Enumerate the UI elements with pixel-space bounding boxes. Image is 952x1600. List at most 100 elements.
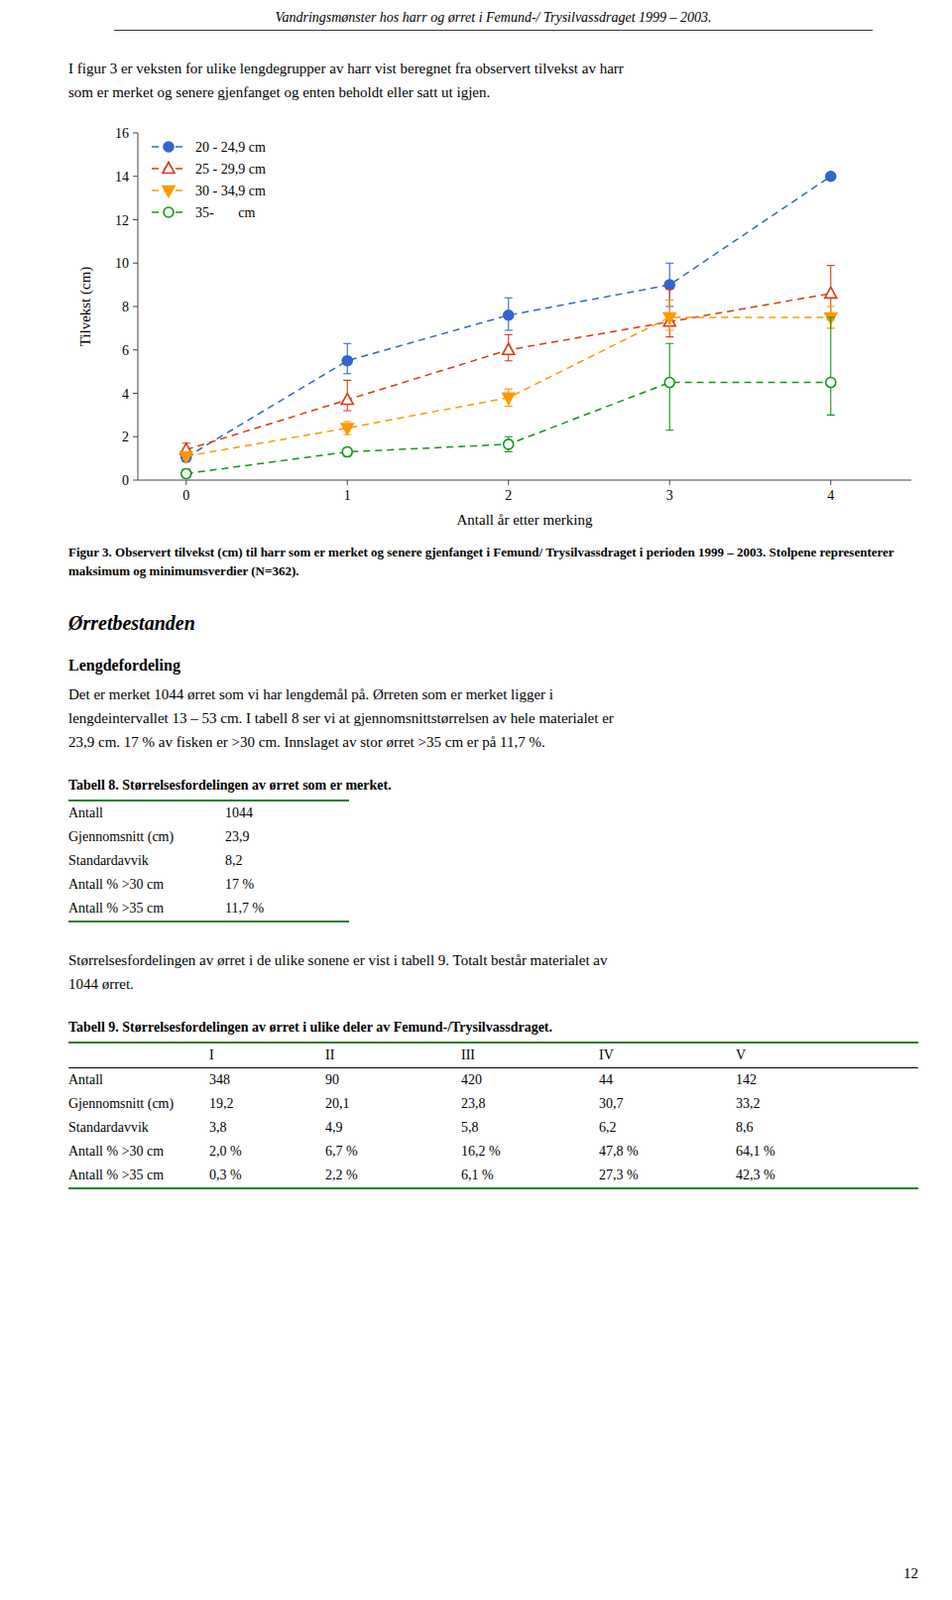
table-cell: 47,8 % [598, 1139, 736, 1164]
y-tick [132, 349, 138, 351]
table-cell: 5,8 [461, 1115, 599, 1140]
series [180, 264, 837, 457]
text-line: 1044 ørret. [68, 971, 919, 996]
table-row: Antall % >35 cm0,3 %2,2 %6,1 %27,3 %42,3… [68, 1163, 919, 1189]
table-cell: 6,2 [598, 1115, 736, 1140]
table-cell: 3,8 [209, 1115, 326, 1140]
table-cell: 4,9 [325, 1115, 462, 1140]
page-number: 12 [903, 1564, 919, 1582]
x-tick [185, 479, 187, 485]
table-cell: 11,7 % [225, 896, 350, 922]
error-bar [182, 469, 191, 478]
table-row-label: Gjennomsnitt (cm) [68, 1091, 210, 1116]
table-cell: 348 [209, 1068, 326, 1093]
intro-text: I figur 3 er veksten for ulike lengdegru… [68, 56, 919, 105]
table-row: Antall % >30 cm2,0 %6,7 %16,2 %47,8 %64,… [68, 1139, 919, 1164]
table-row: Antall % >30 cm17 % [68, 872, 350, 897]
table-cell: 8,2 [225, 848, 350, 873]
text-line: I figur 3 er veksten for ulike lengdegru… [68, 56, 919, 81]
table-header-row: IIIIIIIVV [68, 1042, 919, 1069]
data-point [342, 356, 353, 366]
page: Vandringsmønster hos harr og ørret i Fem… [68, 0, 919, 1600]
series [181, 171, 836, 463]
table-row-label: Standardavvik [68, 1115, 210, 1140]
table-row: Antall1044 [68, 800, 350, 826]
y-tick-label: 6 [121, 343, 129, 358]
y-tick-label: 12 [115, 213, 129, 229]
data-point [664, 377, 675, 388]
data-point [180, 451, 193, 463]
error-bar [343, 343, 352, 374]
x-tick-label: 1 [344, 487, 352, 503]
plot-area [180, 171, 837, 479]
table-header-cell: I [209, 1042, 326, 1069]
error-bar [504, 436, 513, 452]
x-tick-label: 2 [504, 487, 512, 503]
table: Antall1044Gjennomsnitt (cm)23,9Standarda… [68, 799, 350, 923]
series-line [186, 317, 832, 457]
table-header-cell: IV [598, 1042, 736, 1069]
x-axis-line [137, 479, 912, 481]
table-row-label: Antall [68, 800, 226, 826]
error-bar [504, 297, 513, 331]
x-axis-label: Antall år etter merking [456, 511, 594, 528]
table-row-label: Antall % >35 cm [68, 896, 226, 922]
body-text: Størrelsesfordelingen av ørret i de ulik… [68, 948, 919, 996]
error-bar [665, 343, 674, 431]
table-cell: 64,1 % [735, 1139, 919, 1164]
y-tick-label: 14 [115, 169, 129, 185]
table-row: Standardavvik3,84,95,86,28,6 [68, 1115, 919, 1140]
table-row-label: Antall % >35 cm [68, 1163, 210, 1189]
legend-label: 35- cm [195, 205, 255, 221]
table-row-label: Standardavvik [68, 848, 226, 873]
error-bar [827, 317, 835, 415]
y-tick-label: 0 [121, 473, 129, 488]
table-header-cell: V [735, 1042, 919, 1069]
data-point [503, 310, 514, 321]
table-cell: 142 [735, 1068, 919, 1093]
data-point [181, 468, 192, 478]
y-tick [132, 479, 138, 481]
table-row-label: Antall [68, 1068, 210, 1093]
table-row-label: Gjennomsnitt (cm) [68, 825, 226, 849]
text-line: som er merket og senere gjenfanget og en… [68, 80, 919, 105]
table-cell: 6,7 % [325, 1139, 462, 1164]
legend-marker [162, 162, 175, 174]
y-tick [132, 175, 138, 177]
table-cell: 420 [461, 1068, 599, 1093]
data-point [825, 286, 837, 298]
x-tick-label: 0 [182, 487, 190, 503]
y-tick [132, 436, 138, 438]
y-tick [132, 306, 138, 308]
series-line [186, 382, 832, 475]
data-point [663, 312, 676, 324]
y-tick-label: 4 [121, 386, 129, 402]
table-header-cell [68, 1042, 210, 1069]
figure-caption: Figur 3. Observert tilvekst (cm) til har… [68, 542, 919, 581]
table-cell: 23,9 [225, 825, 350, 849]
series [180, 299, 837, 463]
y-tick-label: 8 [121, 299, 129, 315]
table-cell: 6,1 % [461, 1163, 599, 1189]
error-bar [343, 447, 352, 457]
y-tick-label: 10 [115, 255, 129, 271]
table-cell: 44 [598, 1068, 736, 1093]
data-point [502, 343, 515, 355]
legend-marker [163, 141, 174, 152]
table-row: Gjennomsnitt (cm)23,9 [68, 825, 350, 849]
table-cell: 27,3 % [598, 1163, 736, 1189]
legend-label: 20 - 24,9 cm [195, 139, 266, 155]
x-tick-label: 4 [827, 487, 834, 503]
y-tick [132, 219, 138, 221]
legend-marker [162, 186, 175, 198]
table-cell: 19,2 [209, 1091, 326, 1116]
subsection-heading: Lengdefordeling [68, 656, 919, 675]
data-point [664, 279, 675, 290]
data-point [826, 171, 836, 182]
legend-marker [163, 207, 174, 218]
y-axis-label: Tilvekst (cm) [77, 266, 95, 348]
table-cell: 8,6 [735, 1115, 919, 1140]
chart: 012340246810121416Antall år etter merkin… [68, 118, 932, 535]
data-point [341, 423, 354, 435]
data-point [502, 392, 515, 404]
